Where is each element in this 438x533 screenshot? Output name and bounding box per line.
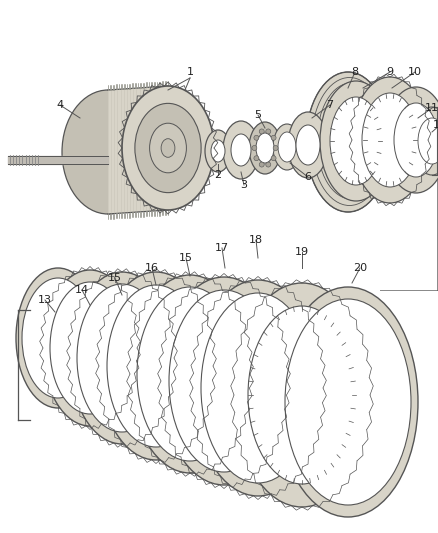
Ellipse shape: [43, 270, 137, 426]
Ellipse shape: [254, 135, 259, 140]
Ellipse shape: [193, 280, 323, 496]
Ellipse shape: [135, 103, 201, 192]
Ellipse shape: [50, 282, 130, 414]
Ellipse shape: [122, 86, 214, 210]
Ellipse shape: [248, 306, 356, 484]
Ellipse shape: [150, 123, 187, 173]
Ellipse shape: [288, 112, 328, 178]
Ellipse shape: [278, 132, 296, 162]
Ellipse shape: [362, 93, 418, 187]
Ellipse shape: [62, 90, 154, 214]
Text: 5: 5: [254, 110, 261, 120]
Ellipse shape: [273, 146, 278, 150]
Text: 20: 20: [353, 263, 367, 273]
Ellipse shape: [352, 77, 428, 203]
Ellipse shape: [161, 277, 287, 485]
Text: 2: 2: [215, 170, 222, 180]
Text: 15: 15: [108, 273, 122, 283]
Ellipse shape: [306, 72, 390, 212]
Text: 9: 9: [386, 67, 394, 77]
Polygon shape: [108, 86, 168, 214]
Text: 7: 7: [326, 100, 334, 110]
Ellipse shape: [256, 133, 274, 163]
Ellipse shape: [70, 272, 174, 444]
Ellipse shape: [201, 293, 315, 483]
Text: 13: 13: [38, 295, 52, 305]
Ellipse shape: [285, 299, 411, 505]
Ellipse shape: [252, 146, 257, 150]
Ellipse shape: [259, 162, 264, 167]
Ellipse shape: [418, 118, 438, 164]
Ellipse shape: [296, 125, 320, 165]
Text: 1: 1: [187, 67, 194, 77]
Ellipse shape: [328, 108, 368, 176]
Ellipse shape: [412, 107, 438, 175]
Ellipse shape: [353, 78, 427, 202]
Ellipse shape: [211, 140, 225, 162]
Ellipse shape: [363, 94, 417, 186]
Text: 8: 8: [351, 67, 359, 77]
Text: 17: 17: [215, 243, 229, 253]
Ellipse shape: [266, 162, 271, 167]
Text: 10: 10: [408, 67, 422, 77]
Ellipse shape: [271, 135, 276, 140]
Text: 14: 14: [75, 285, 89, 295]
Ellipse shape: [249, 122, 281, 174]
Ellipse shape: [234, 283, 370, 507]
Text: 11: 11: [425, 103, 438, 113]
Ellipse shape: [271, 156, 276, 161]
Text: 12: 12: [433, 120, 438, 130]
Text: 16: 16: [145, 263, 159, 273]
Ellipse shape: [330, 97, 382, 185]
Text: 19: 19: [295, 247, 309, 257]
Ellipse shape: [99, 272, 213, 460]
Ellipse shape: [254, 156, 259, 161]
Ellipse shape: [16, 268, 100, 408]
Ellipse shape: [223, 121, 259, 179]
Ellipse shape: [278, 287, 418, 517]
Ellipse shape: [169, 290, 279, 472]
Ellipse shape: [205, 130, 231, 172]
Text: 15: 15: [179, 253, 193, 263]
Ellipse shape: [320, 81, 392, 201]
Text: 3: 3: [240, 180, 247, 190]
Ellipse shape: [161, 139, 175, 157]
Ellipse shape: [394, 103, 438, 177]
Text: 18: 18: [249, 235, 263, 245]
Ellipse shape: [273, 124, 301, 170]
Ellipse shape: [266, 129, 271, 134]
Ellipse shape: [231, 134, 251, 166]
Ellipse shape: [22, 278, 94, 398]
Text: 4: 4: [57, 100, 64, 110]
Ellipse shape: [259, 129, 264, 134]
Ellipse shape: [130, 275, 250, 473]
Ellipse shape: [77, 284, 167, 432]
Ellipse shape: [384, 87, 438, 193]
Text: 6: 6: [304, 172, 311, 182]
Ellipse shape: [107, 285, 205, 447]
Ellipse shape: [137, 287, 243, 461]
